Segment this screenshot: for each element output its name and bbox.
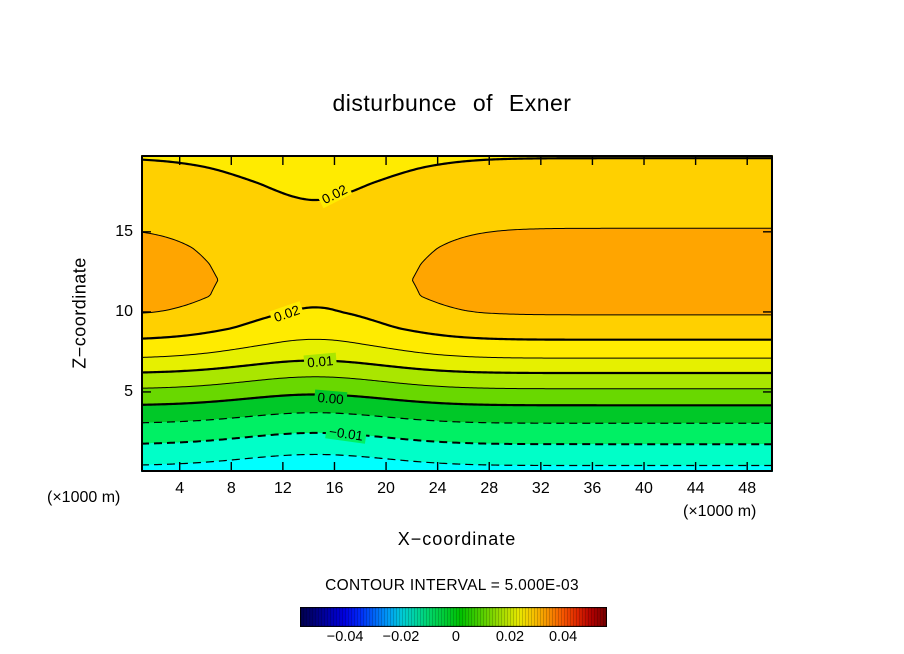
x-tick-label: 28 xyxy=(480,480,499,497)
x-tick-label: 20 xyxy=(377,480,395,497)
x-tick-label: 16 xyxy=(325,480,344,497)
colorbar xyxy=(300,607,607,627)
y-axis-title: Z−coordinate xyxy=(69,257,90,369)
x-tick-label: 8 xyxy=(226,480,236,497)
contour-interval-note: CONTOUR INTERVAL = 5.000E-03 xyxy=(325,577,579,594)
colorbar-tick-label: 0 xyxy=(451,629,460,645)
y-tick-label: 10 xyxy=(115,302,133,320)
colorbar-tick-label: 0.04 xyxy=(548,629,578,645)
colorbar-tick-label: 0.02 xyxy=(495,629,525,645)
x-tick-label: 40 xyxy=(635,480,653,497)
colorbar-tick-label: −0.04 xyxy=(326,629,364,645)
x-axis-unit: (×1000 m) xyxy=(683,503,757,520)
y-axis-unit: (×1000 m) xyxy=(47,489,121,506)
y-tick-label: 15 xyxy=(115,222,133,240)
plot-title: disturbunce of Exner xyxy=(332,90,572,116)
colorbar-tick-labels: −0.04 −0.02 0 0.02 0.04 xyxy=(300,629,607,647)
x-tick-label: 4 xyxy=(175,480,185,497)
colorbar-tick-label: −0.02 xyxy=(382,629,420,645)
x-tick-label: 36 xyxy=(583,480,602,497)
x-tick-label: 32 xyxy=(531,480,550,497)
y-tick-label: 5 xyxy=(124,382,133,400)
x-tick-label: 44 xyxy=(686,480,705,497)
x-tick-label: 24 xyxy=(428,480,447,497)
contour-plot xyxy=(141,155,773,472)
x-axis-title: X−coordinate xyxy=(397,529,517,549)
x-tick-label: 48 xyxy=(738,480,757,497)
x-tick-label: 12 xyxy=(273,480,292,497)
